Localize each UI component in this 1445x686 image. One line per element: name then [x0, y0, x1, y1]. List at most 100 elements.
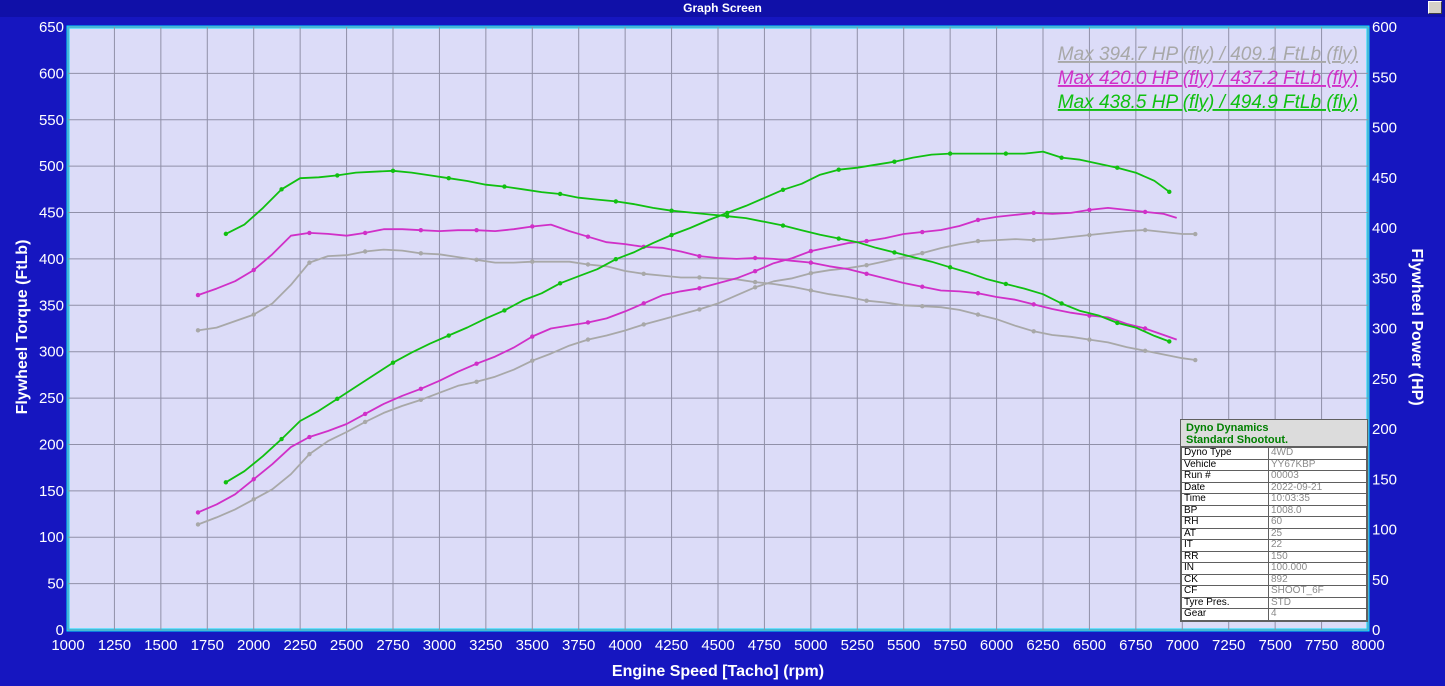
series-3-point-24: [641, 301, 646, 306]
max-annotation-0: Max 394.7 HP (fly) / 409.1 FtLb (fly): [1058, 44, 1358, 65]
y-left-tick-label-5: 250: [39, 390, 64, 407]
series-2-point-39: [920, 284, 925, 289]
series-5-point-21: [613, 256, 619, 262]
info-row: IT 22: [1181, 539, 1367, 552]
series-2-point-45: [1031, 302, 1036, 307]
series-1-point-12: [418, 397, 424, 403]
y-left-tick-label-6: 300: [39, 344, 64, 361]
info-row: Date 2022-09-21: [1181, 481, 1367, 494]
series-4-point-6: [335, 173, 340, 178]
series-2-point-27: [697, 253, 702, 259]
series-2-point-15: [474, 227, 479, 233]
series-3-point-9: [362, 411, 368, 417]
y-right-tick-label-6: 300: [1372, 321, 1397, 338]
series-0-point-36: [864, 298, 869, 303]
window-close-button[interactable]: [1428, 1, 1442, 14]
series-5-point-12: [446, 333, 451, 338]
series-0-point-54: [1193, 357, 1198, 363]
x-tick-label-4: 2000: [237, 637, 270, 654]
x-tick-label-5: 2250: [283, 637, 316, 654]
series-4-point-9: [390, 168, 396, 173]
series-2-point-42: [975, 291, 981, 296]
info-key: Time: [1181, 493, 1269, 506]
series-4-point-0: [223, 231, 229, 237]
info-value: 1008.0: [1268, 504, 1367, 517]
x-tick-label-7: 2750: [376, 637, 409, 654]
series-4-point-18: [557, 191, 563, 197]
y-right-tick-labels: 0 50 100 150 200 250 300 350 400 450 500 550 600: [1372, 19, 1397, 639]
info-key: Date: [1181, 481, 1269, 494]
y-left-tick-label-8: 400: [39, 251, 64, 268]
y-left-tick-label-0: 0: [56, 622, 64, 639]
series-5-point-18: [557, 281, 563, 286]
series-1-point-21: [585, 337, 591, 342]
series-0-point-0: [195, 328, 201, 333]
info-row: Time 10:03:35: [1181, 493, 1367, 506]
series-0-point-21: [585, 262, 591, 267]
grid: [67, 26, 1369, 631]
info-value: 4WD: [1268, 447, 1367, 460]
info-value: 60: [1268, 516, 1367, 529]
x-tick-label-19: 5750: [933, 637, 966, 654]
series-5-point-3: [279, 436, 284, 442]
series-1-point-0: [195, 522, 201, 527]
series-1-point-18: [530, 358, 535, 363]
series-0-point-15: [474, 257, 479, 263]
info-value: 10:03:35: [1268, 493, 1367, 506]
series-4-point-42: [1003, 281, 1009, 287]
series-1-point-54: [1193, 231, 1198, 237]
series-1-point-24: [641, 322, 646, 327]
y-left-tick-label-4: 200: [39, 436, 64, 453]
series-0-point-9: [362, 249, 368, 254]
x-tick-label-20: 6000: [980, 637, 1013, 654]
info-key: Dyno Type: [1181, 447, 1269, 460]
series-1-point-45: [1031, 237, 1036, 243]
info-key: IT: [1181, 539, 1269, 552]
x-tick-label-16: 5000: [794, 637, 827, 654]
x-tick-label-27: 7750: [1305, 637, 1338, 654]
series-4-point-24: [669, 208, 674, 213]
series-4-point-3: [279, 187, 284, 192]
series-1-point-30: [752, 285, 758, 290]
x-tick-label-0: 1000: [51, 637, 84, 654]
info-key: IN: [1181, 562, 1269, 575]
series-4-point-12: [446, 176, 451, 181]
series-1-point-51: [1142, 227, 1148, 233]
series-1-point-9: [362, 419, 368, 425]
info-key: Gear: [1181, 608, 1269, 621]
y-left-tick-label-3: 150: [39, 483, 64, 500]
x-tick-label-15: 4750: [748, 637, 781, 654]
series-4-point-15: [502, 184, 507, 189]
x-tick-label-10: 3500: [516, 637, 549, 654]
y-right-tick-label-2: 100: [1372, 522, 1397, 539]
series-0-point-39: [920, 304, 925, 309]
series-4-point-30: [780, 223, 786, 228]
y-left-tick-label-10: 500: [39, 158, 64, 175]
info-row: Vehicle YY67KBP: [1181, 458, 1367, 471]
series-4-point-48: [1115, 320, 1120, 326]
series-5-point-0: [223, 480, 229, 485]
series-3-point-30: [752, 269, 758, 274]
series-1-point-33: [808, 271, 814, 276]
series-2-point-48: [1087, 313, 1092, 318]
series-3-point-42: [975, 217, 981, 223]
info-row: AT 25: [1181, 527, 1367, 540]
x-tick-label-28: 8000: [1351, 637, 1384, 654]
info-value: 22: [1268, 539, 1367, 552]
series-5-point-45: [1059, 155, 1064, 160]
info-row: Run #00003: [1181, 470, 1367, 483]
y-right-tick-label-0: 0: [1372, 622, 1380, 639]
series-5-point-30: [780, 187, 786, 193]
series-0-point-27: [697, 275, 702, 280]
info-value: 2022-09-21: [1268, 481, 1367, 494]
x-tick-label-24: 7000: [1166, 637, 1199, 654]
series-4-point-51: [1167, 339, 1172, 344]
y-right-tick-label-12: 600: [1372, 19, 1397, 36]
x-tick-label-6: 2500: [330, 637, 363, 654]
y-left-tick-label-1: 50: [47, 576, 64, 593]
series-0-point-12: [418, 251, 424, 256]
dyno-chart: 1000 1250 1500 1750 2000 2250 2500 2750 3000 3250…: [14, 19, 1425, 680]
info-value: YY67KBP: [1268, 458, 1367, 471]
series-5-point-15: [502, 308, 507, 313]
series-line-5-power: [225, 150, 1170, 484]
